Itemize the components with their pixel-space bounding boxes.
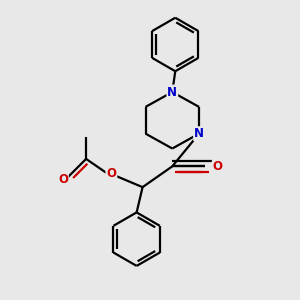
Text: O: O <box>213 160 223 173</box>
Text: O: O <box>106 167 116 180</box>
Text: N: N <box>167 85 177 98</box>
Text: O: O <box>58 173 68 186</box>
Text: N: N <box>194 127 204 140</box>
